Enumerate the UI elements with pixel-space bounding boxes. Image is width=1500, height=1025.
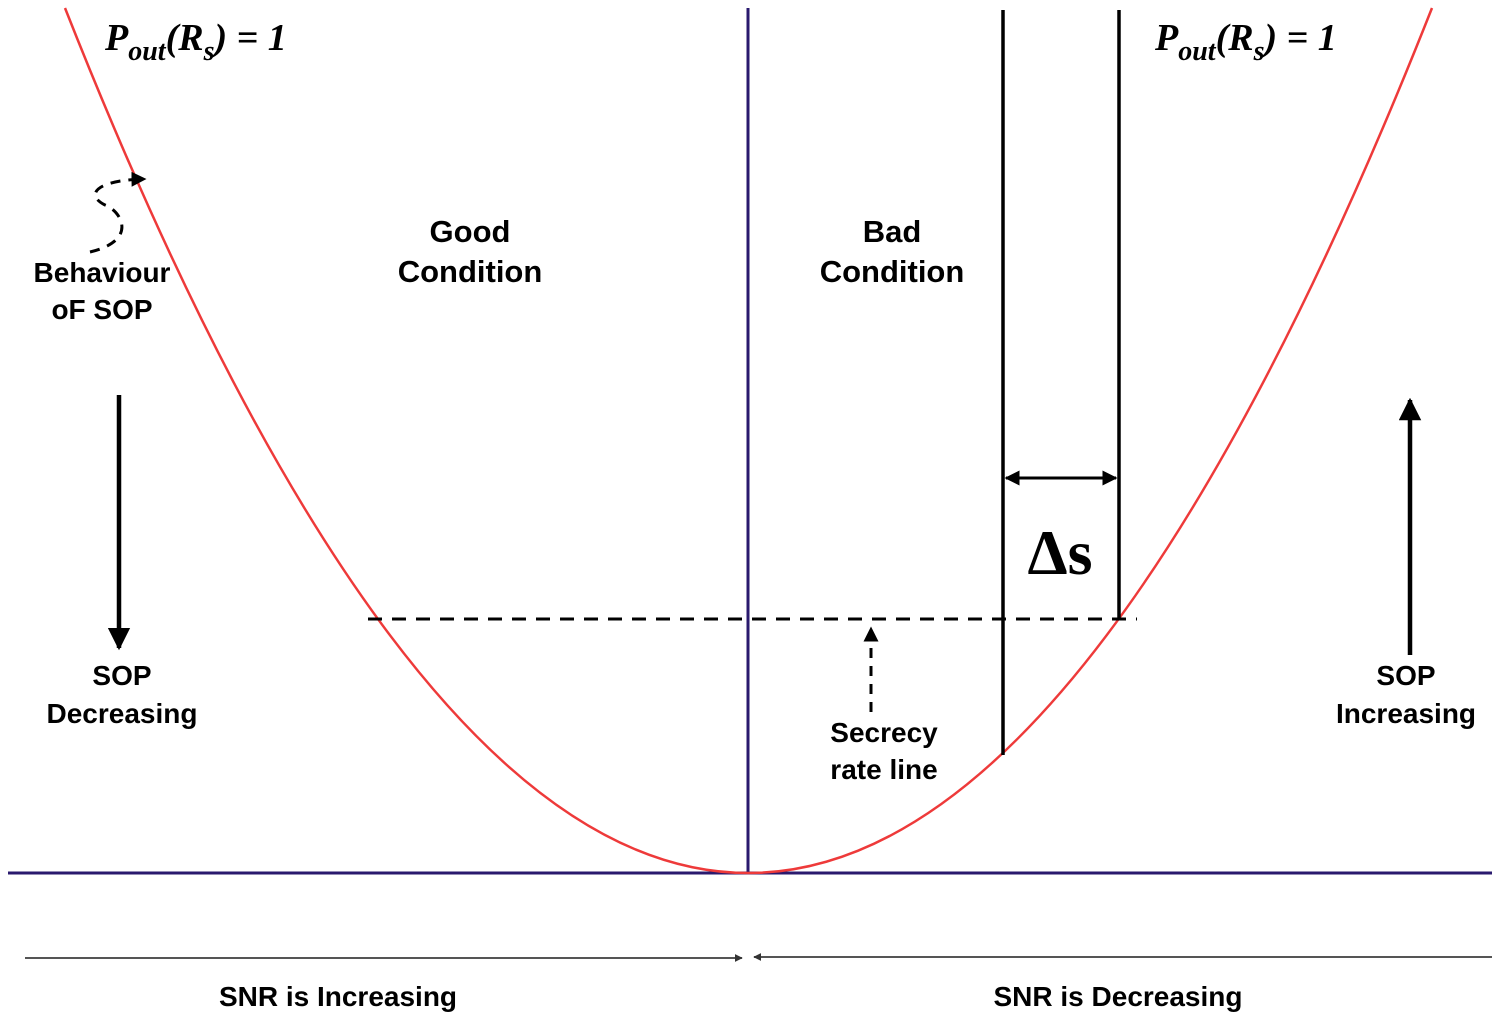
title-left-r-sub: s [203, 36, 215, 67]
behaviour-label-line2: oF SOP [51, 294, 152, 325]
good-condition-line2: Condition [398, 254, 543, 289]
sop-curve [63, 7, 1434, 874]
snr-decreasing-label: SNR is Decreasing [994, 981, 1243, 1012]
good-condition-line1: Good [430, 214, 511, 249]
title-right-r-sub: s [1253, 36, 1265, 67]
title-right: Pout(Rs) = 1 [1154, 17, 1337, 67]
title-left: Pout(Rs) = 1 [104, 17, 287, 67]
title-right-paren: ( [1216, 17, 1231, 59]
secrecy-label-line2: rate line [830, 754, 937, 785]
title-right-r: R [1227, 17, 1253, 59]
sop-increasing-line2: Increasing [1336, 698, 1476, 729]
bad-condition-line1: Bad [863, 214, 922, 249]
secrecy-label-line1: Secrecy [830, 717, 938, 748]
sop-increasing-line1: SOP [1376, 660, 1435, 691]
title-left-r: R [177, 17, 203, 59]
title-right-sub: out [1178, 36, 1217, 67]
sop-decreasing-line1: SOP [92, 660, 151, 691]
behaviour-label-line1: Behaviour [34, 257, 171, 288]
snr-increasing-label: SNR is Increasing [219, 981, 457, 1012]
behaviour-dashed-arrow [89, 171, 147, 254]
title-left-rest: ) = 1 [212, 17, 287, 59]
delta-s-label: Δs [1027, 517, 1092, 588]
bad-condition-line2: Condition [820, 254, 965, 289]
title-right-rest: ) = 1 [1262, 17, 1337, 59]
title-left-paren: ( [166, 17, 181, 59]
title-left-sub: out [128, 36, 167, 67]
delta-symbol: Δ [1027, 517, 1067, 588]
title-right-p: P [1154, 17, 1179, 59]
delta-variable: s [1068, 517, 1093, 588]
sop-decreasing-line2: Decreasing [47, 698, 198, 729]
title-left-p: P [104, 17, 129, 59]
